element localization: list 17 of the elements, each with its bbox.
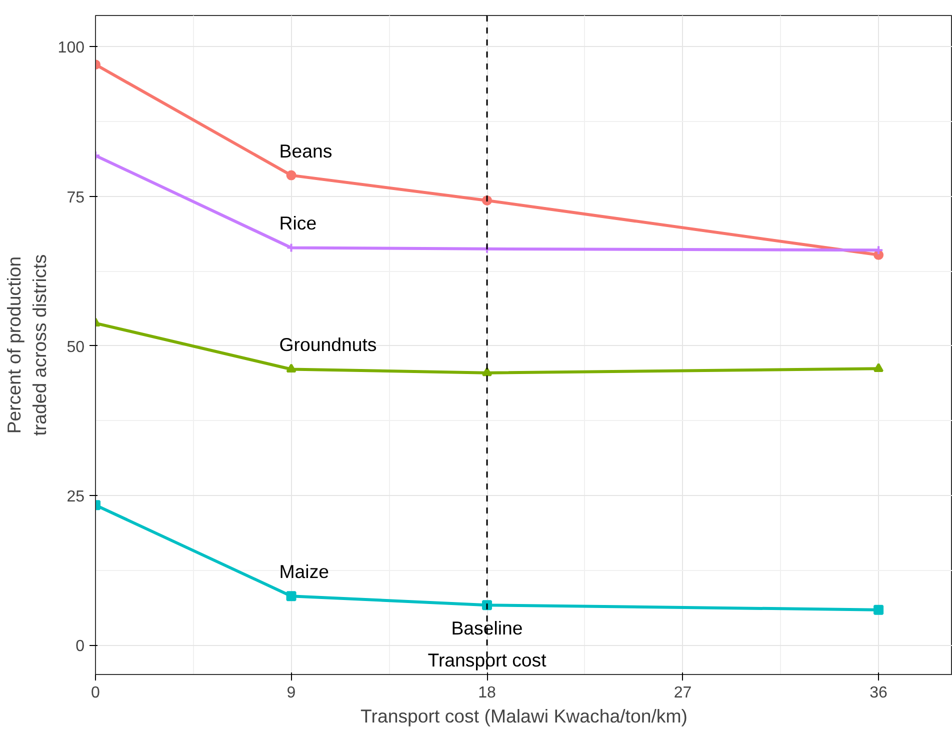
y-tick-label: 25 (66, 488, 85, 506)
x-tick-label: 27 (674, 684, 692, 702)
series-label: Beans (279, 140, 332, 162)
x-tick-label: 0 (91, 684, 100, 702)
y-tick-label: 75 (66, 189, 85, 206)
y-tick-label: 100 (58, 40, 85, 57)
series-label: Rice (279, 212, 317, 234)
y-tick-label: 0 (76, 638, 85, 656)
series-label: Maize (279, 561, 330, 582)
x-axis-title: Transport cost (Malawi Kwacha/ton/km) (360, 706, 688, 726)
x-tick-label: 36 (870, 684, 888, 702)
y-axis-title: Percent of production traded across districts (4, 254, 50, 436)
x-tick-label: 18 (478, 684, 496, 702)
ref-line-label: Baseline Transport cost (428, 618, 548, 670)
series-label: Groundnuts (279, 334, 377, 356)
x-tick-label: 9 (286, 684, 296, 702)
y-tick-label: 50 (66, 338, 85, 356)
